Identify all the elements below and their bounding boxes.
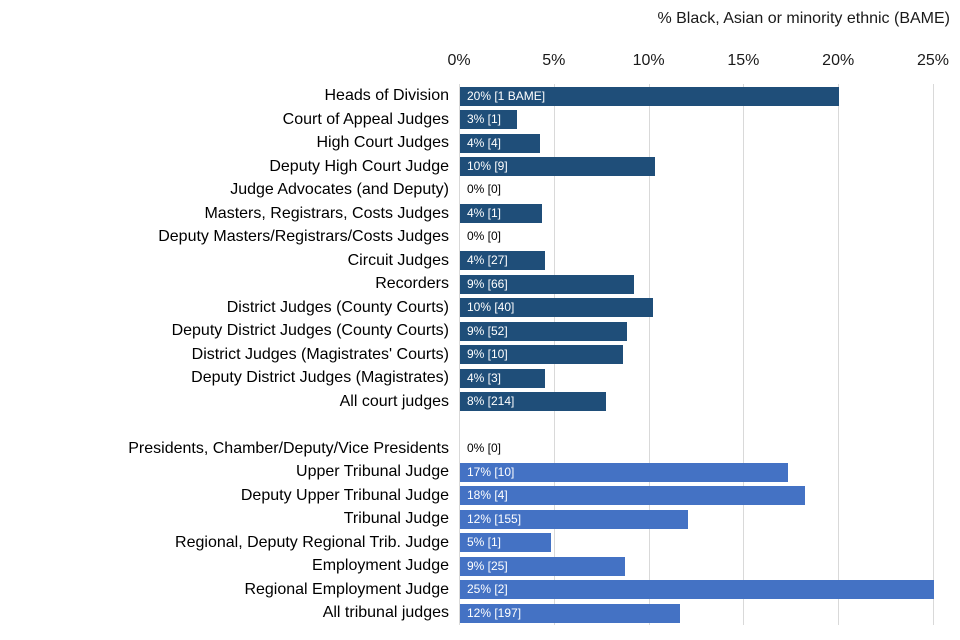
- category-label: Regional Employment Judge: [244, 580, 449, 598]
- category-label: Upper Tribunal Judge: [296, 463, 449, 480]
- category-label: Presidents, Chamber/Deputy/Vice Presiden…: [128, 439, 449, 457]
- chart-row: Court of Appeal Judges 3% [1]: [0, 108, 960, 132]
- bar-value-label: 4% [1]: [467, 206, 502, 220]
- bar-value-label: 4% [4]: [467, 135, 502, 150]
- bar: 17% [10]: [460, 462, 788, 482]
- chart-row: Presidents, Chamber/Deputy/Vice Presiden…: [0, 437, 960, 461]
- chart-row: Deputy District Judges (Magistrates) 4% […: [0, 366, 960, 390]
- zero-value-label: 0% [0]: [467, 440, 502, 455]
- x-tick-label: 15%: [727, 52, 760, 69]
- chart-row: District Judges (Magistrates' Courts) 9% …: [0, 343, 960, 367]
- x-tick-label: 10%: [632, 52, 665, 69]
- category-label: Recorders: [375, 275, 449, 292]
- category-label: District Judges (County Courts): [226, 298, 449, 316]
- category-label: Employment Judge: [312, 557, 449, 574]
- bar-value-label: 12% [197]: [467, 605, 522, 620]
- bar: 25% [2]: [460, 580, 934, 599]
- bar: 9% [10]: [460, 345, 624, 364]
- x-tick-label: 20%: [822, 52, 855, 69]
- bar-value-label: 9% [25]: [467, 558, 508, 573]
- chart-row: Recorders 9% [66]: [0, 272, 960, 296]
- bar: 9% [25]: [460, 556, 625, 576]
- chart-row: Judge Advocates (and Deputy) 0% [0]: [0, 178, 960, 202]
- category-label: Circuit Judges: [347, 251, 449, 269]
- bar: 9% [66]: [460, 274, 635, 294]
- category-label: Deputy Upper Tribunal Judge: [240, 486, 449, 504]
- bar-value-label: 25% [2]: [467, 582, 508, 596]
- bar-value-label: 10% [9]: [467, 159, 508, 173]
- category-label: Court of Appeal Judges: [282, 110, 449, 128]
- category-label: District Judges (Magistrates' Courts): [191, 345, 449, 363]
- bar: 10% [9]: [460, 157, 656, 176]
- bar: 9% [52]: [460, 321, 627, 341]
- category-label: Deputy District Judges (County Courts): [171, 322, 449, 339]
- bar-value-label: 9% [52]: [467, 323, 508, 338]
- bar: 4% [27]: [460, 251, 546, 270]
- chart-row: High Court Judges 4% [4]: [0, 131, 960, 155]
- chart-title: % Black, Asian or minority ethnic (BAME): [657, 10, 950, 27]
- category-label: All tribunal judges: [322, 604, 449, 621]
- x-tick-label: 0%: [447, 52, 471, 69]
- chart-row: Masters, Registrars, Costs Judges 4% [1]: [0, 202, 960, 226]
- category-label: High Court Judges: [316, 134, 449, 151]
- chart-row: District Judges (County Courts) 10% [40]: [0, 296, 960, 320]
- bar: 8% [214]: [460, 392, 606, 411]
- x-tick-label: 5%: [542, 52, 566, 69]
- gridline-10%: [648, 84, 650, 625]
- chart-row: Circuit Judges 4% [27]: [0, 249, 960, 273]
- bar: 20% [1 BAME]: [460, 86, 840, 106]
- gridline-0%: [459, 84, 460, 625]
- category-label: Deputy District Judges (Magistrates): [191, 369, 449, 386]
- chart-row: Deputy Masters/Registrars/Costs Judges 0%…: [0, 225, 960, 249]
- chart-row: All court judges 8% [214]: [0, 390, 960, 414]
- bar-value-label: 12% [155]: [467, 511, 522, 526]
- chart-row: Deputy District Judges (County Courts) 9%…: [0, 319, 960, 343]
- gridline-25%: [933, 84, 934, 625]
- category-label: Judge Advocates (and Deputy): [230, 181, 449, 198]
- category-label: Heads of Division: [324, 87, 450, 104]
- gridline-15%: [743, 84, 745, 625]
- bar: 4% [1]: [460, 204, 542, 223]
- chart-row: All tribunal judges 12% [197]: [0, 601, 960, 625]
- bar-value-label: 18% [4]: [467, 488, 508, 502]
- bar-value-label: 3% [1]: [467, 112, 502, 126]
- bar-value-label: 4% [3]: [467, 370, 502, 385]
- bar-value-label: 4% [27]: [467, 253, 508, 267]
- bar: 4% [3]: [460, 368, 546, 388]
- chart-row: Deputy High Court Judge 10% [9]: [0, 155, 960, 179]
- bar-value-label: 17% [10]: [467, 464, 515, 479]
- bar: 12% [155]: [460, 509, 688, 529]
- bar: 12% [197]: [460, 603, 680, 623]
- bar: 5% [1]: [460, 533, 551, 552]
- chart-row: Upper Tribunal Judge 17% [10]: [0, 460, 960, 484]
- chart-row: Regional, Deputy Regional Trib. Judge 5% …: [0, 531, 960, 555]
- bar-value-label: 5% [1]: [467, 535, 502, 549]
- bar-value-label: 8% [214]: [467, 394, 515, 408]
- category-label: Regional, Deputy Regional Trib. Judge: [175, 533, 449, 551]
- zero-value-label: 0% [0]: [467, 182, 502, 196]
- bar-value-label: 20% [1 BAME]: [467, 88, 546, 103]
- bar-value-label: 9% [10]: [467, 347, 508, 361]
- chart-row: Tribunal Judge 12% [155]: [0, 507, 960, 531]
- bar: 18% [4]: [460, 486, 806, 505]
- bar-value-label: 9% [66]: [467, 276, 508, 291]
- zero-value-label: 0% [0]: [467, 229, 502, 243]
- gridline-20%: [838, 84, 840, 625]
- category-label: Masters, Registrars, Costs Judges: [204, 204, 449, 222]
- category-label: Deputy Masters/Registrars/Costs Judges: [158, 228, 449, 245]
- chart-row: Deputy Upper Tribunal Judge 18% [4]: [0, 484, 960, 508]
- chart-rows: Heads of Division 20% [1 BAME] Court of Ap…: [0, 84, 960, 629]
- bar: 3% [1]: [460, 110, 517, 129]
- chart-row: Regional Employment Judge 25% [2]: [0, 578, 960, 602]
- category-label: All court judges: [339, 392, 449, 410]
- bar-value-label: 10% [40]: [467, 300, 515, 314]
- bar: 4% [4]: [460, 133, 540, 153]
- chart-row: Employment Judge 9% [25]: [0, 554, 960, 578]
- x-tick-label: 25%: [916, 52, 950, 69]
- bar: 10% [40]: [460, 298, 654, 317]
- chart-row: Heads of Division 20% [1 BAME]: [0, 84, 960, 108]
- category-label: Deputy High Court Judge: [269, 157, 449, 175]
- category-label: Tribunal Judge: [343, 510, 449, 527]
